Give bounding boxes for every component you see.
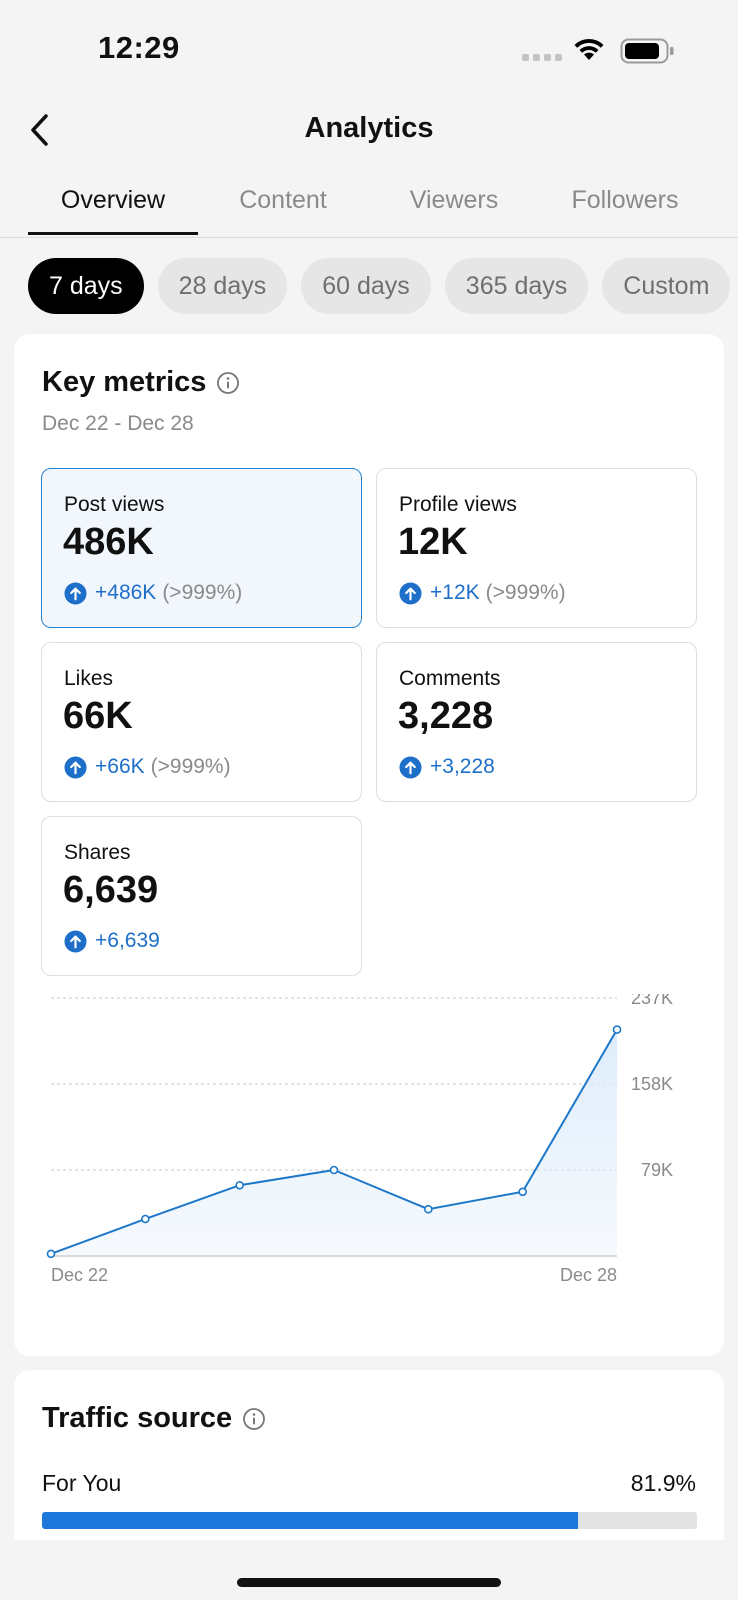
- traffic-source-label: For You: [42, 1470, 122, 1496]
- battery-icon: [620, 38, 674, 64]
- data-point: [424, 1204, 433, 1214]
- page-title: Analytics: [304, 112, 434, 144]
- arrow-up-circle-icon: [399, 755, 422, 779]
- metric-label: Comments: [399, 667, 501, 690]
- metric-value: 3,228: [398, 695, 494, 737]
- metric-shares[interactable]: Shares 6,639 +6,639: [41, 816, 362, 976]
- active-tab-indicator: [28, 232, 198, 235]
- metric-label: Post views: [64, 493, 165, 516]
- metric-change: +12K (>999%): [399, 581, 566, 605]
- metric-delta: +66K: [95, 755, 145, 778]
- traffic-source-title: Traffic source: [42, 1402, 233, 1434]
- date-range: Dec 22 - Dec 28: [42, 412, 194, 435]
- metric-label: Profile views: [399, 493, 517, 516]
- traffic-progress-fill: [42, 1512, 579, 1529]
- chevron-left-icon: [31, 114, 48, 146]
- y-tick-label: 237K: [631, 994, 673, 1008]
- metric-comments[interactable]: Comments 3,228 +3,228: [376, 642, 697, 802]
- info-icon[interactable]: [242, 1407, 266, 1431]
- tab-bar: Overview Content Viewers Followers: [0, 178, 738, 238]
- data-point: [329, 1165, 339, 1175]
- traffic-row-for-you: For You 81.9%: [42, 1470, 696, 1497]
- metric-value: 66K: [63, 695, 133, 737]
- metric-change: +66K (>999%): [64, 755, 231, 779]
- status-time: 12:29: [98, 30, 180, 65]
- tab-content[interactable]: Content: [239, 186, 327, 214]
- metric-change: +6,639: [64, 929, 160, 953]
- data-point: [141, 1214, 150, 1224]
- signal-dots-icon: [522, 54, 562, 61]
- range-28-days[interactable]: 28 days: [157, 258, 288, 314]
- y-tick-label: 158K: [631, 1074, 673, 1094]
- data-point: [612, 1025, 622, 1034]
- metric-delta: +12K: [430, 581, 480, 604]
- tab-followers[interactable]: Followers: [571, 186, 679, 214]
- home-indicator[interactable]: [237, 1578, 501, 1587]
- data-point: [518, 1187, 527, 1197]
- metric-percent: (>999%): [162, 581, 243, 604]
- metric-likes[interactable]: Likes 66K +66K (>999%): [41, 642, 362, 802]
- range-60-days[interactable]: 60 days: [301, 258, 431, 314]
- y-tick-label: 79K: [641, 1160, 673, 1180]
- range-selector: 7 days 28 days 60 days 365 days Custom: [28, 258, 731, 314]
- wifi-icon: [574, 38, 604, 60]
- key-metrics-title: Key metrics: [42, 366, 207, 398]
- traffic-progress-bar: [42, 1512, 697, 1529]
- key-metrics-card: Key metrics Dec 22 - Dec 28 Post views 4…: [14, 334, 724, 1356]
- tab-overview[interactable]: Overview: [60, 186, 166, 214]
- metric-change: +3,228: [399, 755, 495, 779]
- range-365-days[interactable]: 365 days: [444, 258, 589, 314]
- metric-profile-views[interactable]: Profile views 12K +12K (>999%): [376, 468, 697, 628]
- traffic-source-heading: Traffic source: [42, 1402, 266, 1435]
- x-tick-label: Dec 28: [560, 1265, 617, 1285]
- metric-delta: +3,228: [430, 755, 495, 778]
- metric-post-views[interactable]: Post views 486K +486K (>999%): [41, 468, 362, 628]
- range-7-days[interactable]: 7 days: [28, 258, 144, 314]
- metric-value: 486K: [63, 521, 154, 563]
- bottom-area: [0, 1540, 738, 1600]
- metric-value: 12K: [398, 521, 468, 563]
- x-tick-label: Dec 22: [51, 1265, 108, 1285]
- data-point: [235, 1180, 244, 1190]
- data-point: [46, 1249, 56, 1259]
- tab-viewers[interactable]: Viewers: [409, 186, 499, 214]
- key-metrics-heading: Key metrics: [42, 366, 240, 399]
- metric-change: +486K (>999%): [64, 581, 242, 605]
- post-views-chart: 237K 158K 79K Dec 22 Dec 28: [46, 994, 673, 1285]
- traffic-source-value: 81.9%: [630, 1470, 696, 1496]
- back-button[interactable]: [22, 110, 58, 150]
- header: Analytics: [0, 100, 738, 170]
- arrow-up-circle-icon: [64, 929, 87, 953]
- metric-percent: (>999%): [150, 755, 231, 778]
- arrow-up-circle-icon: [64, 581, 87, 605]
- metric-delta: +6,639: [95, 929, 160, 952]
- arrow-up-circle-icon: [399, 581, 422, 605]
- range-custom[interactable]: Custom: [602, 258, 731, 314]
- metric-percent: (>999%): [485, 581, 566, 604]
- info-icon[interactable]: [216, 371, 240, 395]
- metric-delta: +486K: [95, 581, 157, 604]
- arrow-up-circle-icon: [64, 755, 87, 779]
- metric-label: Shares: [64, 841, 131, 864]
- status-bar: 12:29: [0, 0, 738, 100]
- metric-value: 6,639: [63, 869, 159, 911]
- metric-label: Likes: [64, 667, 114, 690]
